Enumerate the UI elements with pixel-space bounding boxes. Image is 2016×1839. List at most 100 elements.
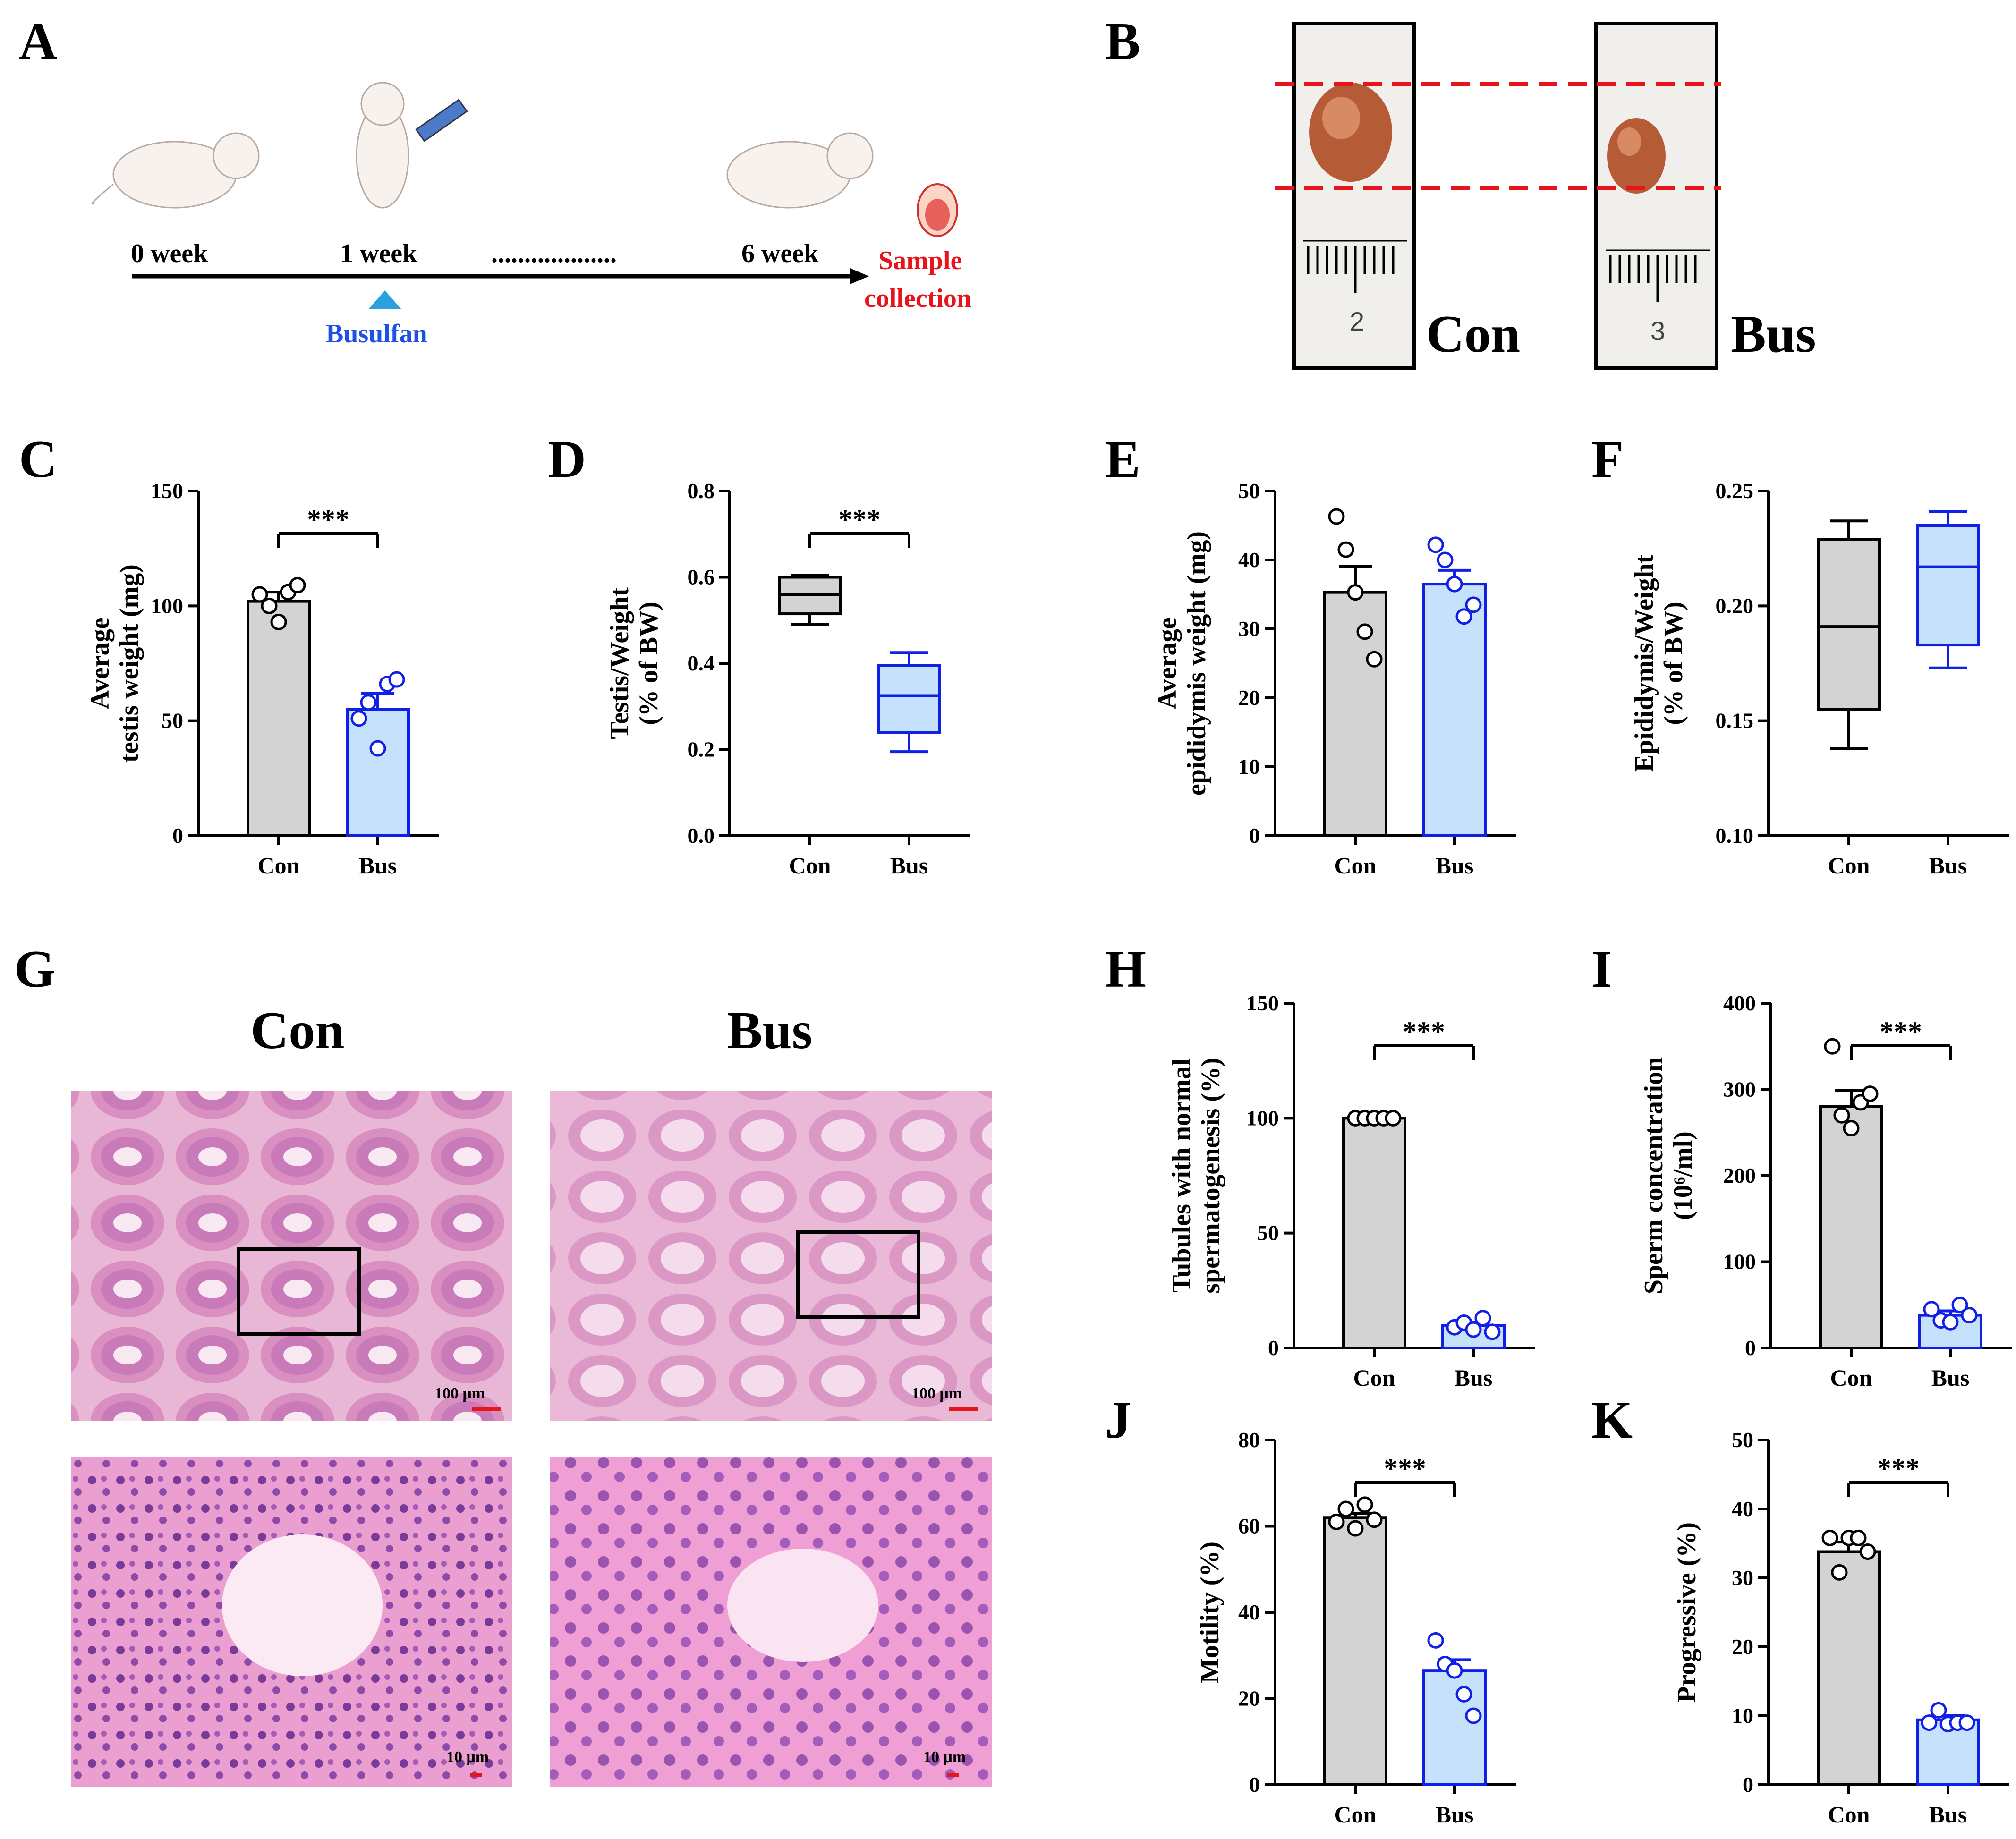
bar-con	[1342, 1117, 1406, 1349]
data-point	[1337, 1500, 1354, 1517]
y-tick-label: 10	[1732, 1703, 1753, 1728]
y-tick-label: 150	[151, 479, 183, 503]
time-label-0: 0 week	[131, 239, 208, 268]
data-point	[360, 694, 377, 711]
sample-label-1: Sample	[878, 246, 962, 275]
data-point	[1484, 1323, 1501, 1340]
y-tick-label: 300	[1723, 1077, 1756, 1102]
data-point	[1958, 1714, 1975, 1731]
data-point	[1337, 541, 1354, 558]
data-point	[270, 613, 287, 630]
bar-con	[247, 600, 311, 837]
y-tick-label: 0	[1268, 1336, 1279, 1360]
data-point	[1437, 551, 1454, 568]
photo-con: 2	[1292, 22, 1416, 370]
x-tick-label: Bus	[1455, 1364, 1493, 1391]
panel-label-h: H	[1105, 940, 1146, 999]
ruler-number-bus: 3	[1650, 316, 1665, 346]
data-point	[1821, 1529, 1838, 1546]
y-tick-label: 20	[1238, 686, 1260, 710]
data-point	[1850, 1529, 1867, 1546]
data-point	[1951, 1297, 1968, 1314]
injected-mouse-icon	[356, 82, 468, 209]
significance-label: ***	[1403, 1016, 1445, 1047]
significance-label: ***	[1384, 1453, 1426, 1484]
mouse-icon	[91, 132, 260, 209]
x-tick-label: Con	[1353, 1364, 1395, 1391]
testis-icon	[917, 183, 958, 237]
data-point	[1356, 1496, 1373, 1513]
data-point	[1385, 1110, 1402, 1127]
data-point	[1831, 1564, 1848, 1581]
x-tick-label: Con	[1335, 1801, 1377, 1828]
significance-label: ***	[838, 504, 881, 535]
bar-bus	[1422, 583, 1487, 837]
y-axis-label-line: Average	[85, 618, 115, 710]
x-tick-label: Bus	[1931, 1364, 1970, 1391]
panel-label-i: I	[1591, 940, 1612, 999]
histology-bus-low	[550, 1091, 992, 1421]
y-tick-label: 100	[151, 593, 183, 618]
zoom-box-con	[237, 1247, 361, 1336]
chart-i: I 0 100 200 300 400 Con Bus Sperm concentration(…	[1591, 940, 2012, 1391]
panel-label-d: D	[548, 430, 586, 489]
y-tick-label: 30	[1732, 1566, 1753, 1590]
y-axis-label: Motility (%)	[1195, 1542, 1225, 1683]
x-tick-label: Bus	[1436, 1801, 1474, 1828]
data-point	[1366, 1511, 1383, 1528]
box-bus	[1916, 524, 1980, 647]
panel-a: A 0 week 1 week 6 week .................…	[19, 12, 971, 348]
y-axis-label-line: (% of BW)	[634, 602, 663, 725]
data-point	[1961, 1307, 1978, 1324]
significance-label: ***	[1880, 1016, 1922, 1047]
y-tick-label: 100	[1246, 1106, 1279, 1130]
data-point	[261, 597, 278, 614]
y-tick-label: 40	[1238, 1600, 1260, 1624]
y-tick-label: 400	[1723, 991, 1756, 1015]
y-axis-label: Testis/Weight(% of BW)	[605, 587, 663, 739]
scale-label-bus-low: 100 μm	[911, 1385, 962, 1402]
chart-c: C 0 50 100 150 Con Bus Averagetestis weight (mg…	[19, 430, 439, 879]
y-tick-label: 200	[1723, 1163, 1756, 1187]
photo-bus: 3	[1594, 22, 1718, 370]
lumen	[727, 1549, 878, 1662]
y-tick-label: 50	[1257, 1221, 1279, 1245]
chart-f: F 0.10 0.15 0.20 0.25 Con Bus Epididymis/Weight…	[1591, 430, 2009, 879]
y-axis-label-line: epididymis weight (mg)	[1182, 531, 1211, 796]
panel-label-a: A	[19, 12, 57, 71]
panel-label-b: B	[1105, 12, 1140, 71]
y-tick-label: 0.8	[688, 479, 715, 503]
x-tick-label: Con	[1830, 1364, 1872, 1391]
scale-label-con-low: 100 μm	[434, 1385, 485, 1402]
sample-label-2: collection	[864, 284, 971, 313]
y-tick-label: 30	[1238, 617, 1260, 641]
y-tick-label: 10	[1238, 754, 1260, 779]
busulfan-marker	[368, 290, 401, 309]
data-point	[369, 740, 386, 757]
chart-k: K 0 10 20 30 40 50 Con Bus Progressive (%) ***	[1591, 1391, 2009, 1828]
data-point	[1328, 508, 1345, 525]
y-axis-label-line: Epididymis/Weight	[1630, 554, 1659, 772]
y-tick-label: 0.20	[1716, 593, 1754, 618]
x-tick-label: Con	[1828, 1801, 1870, 1828]
y-tick-label: 0	[1743, 1772, 1753, 1797]
x-tick-label: Con	[1335, 852, 1377, 879]
data-point	[251, 586, 268, 603]
x-tick-label: Bus	[890, 852, 928, 879]
data-point	[1465, 1707, 1482, 1724]
y-tick-label: 0.6	[688, 565, 715, 589]
x-tick-label: Con	[1828, 852, 1870, 879]
busulfan-label: Busulfan	[326, 319, 427, 348]
data-point	[289, 577, 306, 594]
panel-b: B 2 Con	[1105, 12, 1816, 370]
x-tick-label: Bus	[1929, 852, 1967, 879]
bar-con	[1323, 1516, 1387, 1786]
y-axis-label-line: spermatogenesis (%)	[1196, 1058, 1225, 1293]
panel-label-e: E	[1105, 430, 1140, 489]
y-tick-label: 50	[1732, 1428, 1753, 1452]
y-tick-label: 80	[1238, 1428, 1260, 1452]
panel-label-g: G	[14, 940, 55, 999]
chart-e: E 0 10 20 30 40 50 Con Bus Averageepididymis weig…	[1105, 430, 1516, 879]
data-point	[1366, 651, 1383, 668]
